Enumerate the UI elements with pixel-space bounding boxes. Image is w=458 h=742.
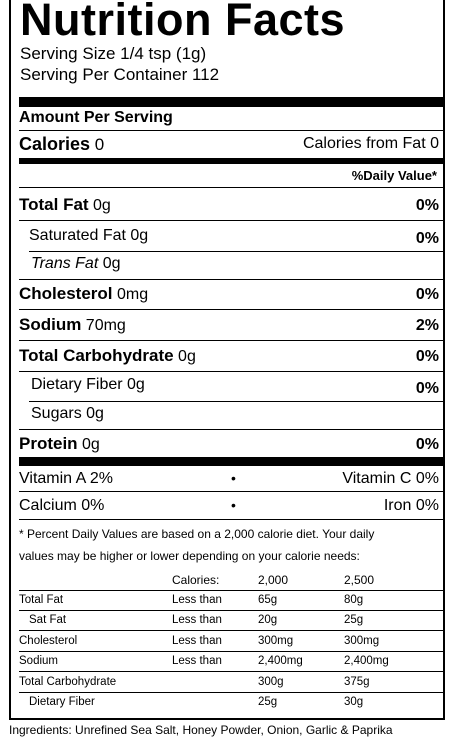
dv-row-v2: 2,400mg	[344, 655, 389, 667]
dv-row-v2: 375g	[344, 676, 370, 688]
dv-row-label: Sat Fat	[29, 614, 67, 626]
servings-per-container: Serving Per Container 112	[20, 65, 220, 84]
dv-row-cmp: Less than	[172, 655, 222, 667]
thick-divider	[19, 457, 443, 466]
calcium: Calcium 0%	[19, 497, 105, 514]
divider	[19, 491, 443, 492]
dv-row-label: Dietary Fiber	[29, 696, 95, 708]
vitamin-a: Vitamin A 2%	[19, 470, 113, 487]
divider	[19, 371, 443, 372]
dv-row-cmp: Less than	[172, 594, 222, 606]
medium-divider	[19, 158, 443, 164]
nutrient-label: Protein	[19, 434, 78, 453]
dv-row-v2: 25g	[344, 614, 364, 626]
divider	[19, 309, 443, 310]
nutrient-label: Trans Fat	[31, 255, 99, 272]
dv-row-v2: 30g	[344, 696, 364, 708]
nutrient-row-dietary-fiber: Dietary Fiber 0g	[31, 376, 145, 394]
divider	[19, 279, 443, 280]
dv-row-cmp: Less than	[172, 635, 222, 647]
nutrient-label: Total Carbohydrate	[19, 346, 174, 365]
nutrient-amount: 0mg	[116, 286, 149, 303]
nutrient-row-trans-fat: Trans Fat 0g	[31, 255, 121, 273]
nutrient-dv: 2%	[415, 317, 439, 334]
divider	[29, 251, 443, 252]
dv-row-v1: 25g	[258, 696, 278, 708]
nutrient-amount: 0g	[127, 376, 145, 393]
vitamin-separator: •	[231, 497, 236, 513]
divider	[19, 651, 443, 652]
nutrient-label: Total Fat	[19, 195, 89, 214]
calories-row: Calories 0	[19, 134, 104, 155]
nutrient-row-total-fat: Total Fat 0g	[19, 195, 111, 215]
calories-value: 0	[94, 135, 105, 154]
nutrient-dv: 0%	[415, 380, 439, 397]
divider	[19, 130, 443, 131]
divider	[19, 187, 443, 188]
divider	[19, 671, 443, 672]
nutrient-row-total-carbohydrate: Total Carbohydrate 0g	[19, 346, 196, 366]
divider	[19, 340, 443, 341]
nutrient-amount: 0g	[178, 348, 196, 365]
nutrient-row-sugars: Sugars 0g	[31, 405, 104, 423]
dv-header-calories: Calories:	[172, 573, 220, 587]
calories-label: Calories	[19, 134, 91, 154]
daily-value-header: %Daily Value*	[351, 168, 437, 183]
nutrient-amount: 70mg	[85, 317, 126, 334]
divider	[29, 401, 443, 402]
nutrient-dv: 0%	[415, 230, 439, 247]
nutrient-row-sodium: Sodium 70mg	[19, 315, 126, 335]
nutrient-amount: 0g	[82, 436, 100, 453]
dv-header-2500: 2,500	[344, 573, 375, 587]
nutrient-row-protein: Protein 0g	[19, 434, 100, 454]
nutrient-amount: 0g	[86, 405, 104, 422]
amount-per-serving: Amount Per Serving	[19, 109, 173, 126]
dv-row-v2: 300mg	[344, 635, 380, 647]
nutrient-dv: 0%	[415, 436, 439, 453]
nutrient-amount: 0g	[102, 255, 121, 272]
vitamin-separator: •	[231, 470, 236, 486]
nutrient-dv: 0%	[415, 197, 439, 214]
dv-row-v2: 80g	[344, 594, 364, 606]
nutrient-row-saturated-fat: Saturated Fat 0g	[29, 227, 148, 245]
dv-row-label: Cholesterol	[19, 635, 78, 647]
thick-divider	[19, 97, 443, 107]
dv-header-2000: 2,000	[258, 573, 289, 587]
nutrient-label: Saturated Fat	[29, 227, 126, 244]
footnote-line-2: values may be higher or lower depending …	[19, 549, 360, 563]
dv-row-v1: 20g	[258, 614, 278, 626]
serving-size: Serving Size 1/4 tsp (1g)	[20, 44, 207, 63]
nutrition-label: Nutrition Facts Serving Size 1/4 tsp (1g…	[9, 0, 445, 720]
dv-row-v1: 300mg	[258, 635, 294, 647]
divider	[19, 610, 443, 611]
label-title: Nutrition Facts	[20, 0, 346, 45]
nutrient-amount: 0g	[130, 227, 149, 244]
iron: Iron 0%	[383, 497, 439, 514]
nutrient-dv: 0%	[415, 348, 439, 365]
dv-row-v1: 2,400mg	[258, 655, 303, 667]
nutrient-dv: 0%	[415, 286, 439, 303]
nutrient-label: Cholesterol	[19, 284, 113, 303]
dv-row-cmp: Less than	[172, 614, 222, 626]
divider	[19, 220, 443, 221]
vitamin-c: Vitamin C 0%	[342, 470, 439, 487]
divider	[19, 630, 443, 631]
nutrient-label: Dietary Fiber	[31, 376, 123, 393]
dv-row-label: Total Carbohydrate	[19, 676, 117, 688]
calories-from-fat: Calories from Fat 0	[302, 135, 439, 152]
nutrient-label: Sodium	[19, 315, 82, 334]
dv-row-label: Total Fat	[19, 594, 64, 606]
nutrient-label: Sugars	[31, 405, 82, 422]
divider	[19, 692, 443, 693]
ingredients: Ingredients: Unrefined Sea Salt, Honey P…	[9, 723, 393, 737]
divider	[19, 590, 443, 591]
dv-row-label: Sodium	[19, 655, 58, 667]
divider	[19, 519, 443, 520]
nutrient-row-cholesterol: Cholesterol 0mg	[19, 284, 148, 304]
footnote-line-1: * Percent Daily Values are based on a 2,…	[19, 527, 375, 541]
nutrient-amount: 0g	[93, 197, 111, 214]
divider	[19, 429, 443, 430]
dv-row-v1: 65g	[258, 594, 278, 606]
dv-row-v1: 300g	[258, 676, 284, 688]
